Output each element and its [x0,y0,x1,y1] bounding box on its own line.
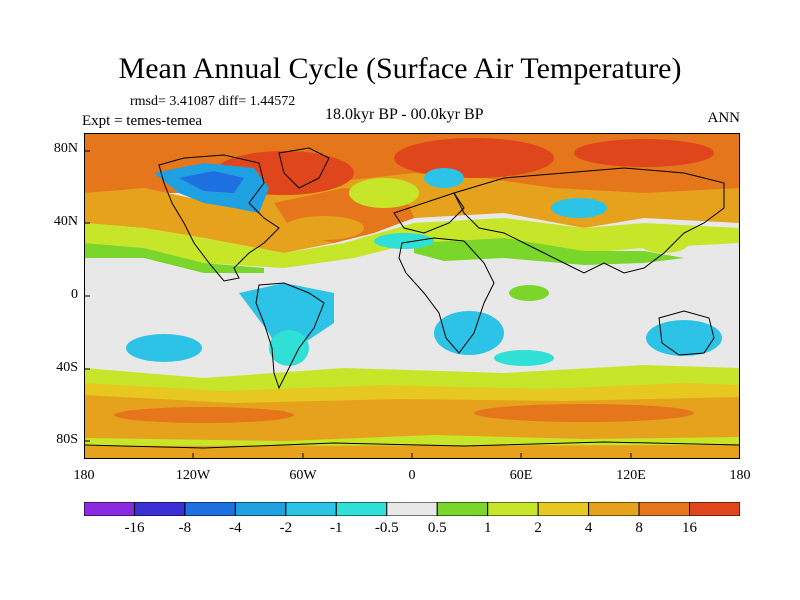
north-pacific-band [84,243,264,273]
east-asia-mild [639,233,689,253]
colorbar-label: -8 [178,520,192,536]
colorbar-label: 8 [635,520,643,536]
antarctica-coast [84,441,740,449]
y-tick-0: 0 [71,287,78,302]
colorbar-swatch [638,502,691,516]
australia-coast [658,310,715,356]
colorbar-swatch [689,502,740,516]
y-tick-40s: 40S [56,360,78,375]
gulf-stream-warm [284,216,364,240]
colorbar-swatch [537,502,590,516]
barents-hot [394,138,554,178]
stats-label: rmsd= 3.41087 diff= 1.44572 [130,94,296,109]
colorbar-label: 16 [682,520,698,536]
eurasia-mild-band [414,238,684,265]
x-tick-0: 0 [408,468,416,483]
australia-cool [646,320,722,356]
colorbar-label: 4 [584,520,593,536]
central-asia-cool [551,198,607,218]
colorbar-swatch [184,502,236,516]
x-tick-120w: 120W [175,468,211,483]
north-america-coast [158,154,280,282]
europe-mild [349,178,419,208]
laurentide-core-cold [179,171,244,193]
greenland-coast [278,147,330,189]
map-title: Mean Annual Cycle (Surface Air Temperatu… [118,52,682,85]
experiment-label: Expt = temes-temea [82,113,203,129]
colorbar-swatch [386,502,438,516]
colorbar-label: 2 [534,520,542,536]
amazon-cool [239,283,334,363]
colorbar-label: -16 [124,520,145,536]
temperature-anomaly-map [84,133,740,459]
colorbar-swatch [133,502,186,516]
colorbar-swatch [436,502,489,516]
south-pacific-cool [126,334,202,362]
season-label: ANN [707,110,741,126]
map-ticks [84,150,632,459]
colorbar [84,502,740,516]
colorbar-label: -2 [279,520,293,536]
colorbar-label: -0.5 [374,520,399,536]
arabia-mild [509,285,549,301]
colorbar-swatch [234,502,287,516]
indian-ocean-cool [494,350,554,366]
south-indian-hot [474,404,694,422]
south-america-cool [269,330,309,366]
x-tick-60e: 60E [509,468,533,483]
y-tick-80n: 80N [53,141,78,156]
asia-coast [453,167,725,274]
x-tick-120e: 120E [616,468,646,483]
colorbar-label: 0.5 [427,520,447,536]
colorbar-swatch [285,502,337,516]
colorbar-swatch [588,502,640,516]
x-tick-180e: 180 [729,468,751,483]
colorbar-label: 1 [483,520,492,536]
scandinavia-cool [424,168,464,188]
y-tick-80s: 80S [56,432,78,447]
europe-coast [393,192,465,234]
south-pacific-hot [114,407,294,423]
colorbar-swatch [487,502,539,516]
x-tick-60w: 60W [289,468,317,483]
colorbar-label: -4 [229,520,242,536]
south-america-coast [255,282,325,390]
period-label: 18.0kyr BP - 00.0kyr BP [325,106,484,123]
mid-atlantic-cool [374,233,434,249]
colorbar-swatch [335,502,388,516]
east-siberia-hot [574,139,714,167]
africa-coast [398,237,495,354]
colorbar-swatch [84,502,135,516]
x-tick-180w: 180 [73,468,95,483]
colorbar-label: -1 [330,520,343,536]
coastlines [84,147,740,449]
y-tick-40n: 40N [53,214,78,229]
